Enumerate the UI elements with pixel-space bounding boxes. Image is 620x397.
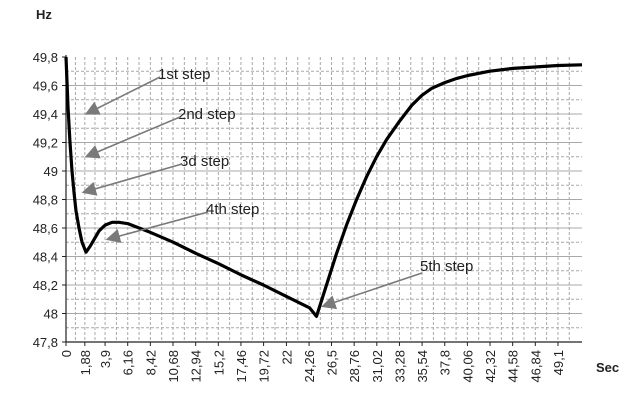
annotation-label: 1st step	[158, 66, 211, 83]
x-tick-label: 19,72	[257, 350, 272, 383]
annotation-arrow	[81, 163, 183, 196]
x-tick-label: 10,68	[166, 350, 181, 383]
y-tick-label: 49,2	[33, 136, 58, 151]
annotation-label: 4th step	[206, 201, 259, 218]
grid	[66, 57, 582, 342]
x-tick-labels: 0 1,88 3,9 6,16 8,42 10,68 12,94 15,2 17,46 19,72…	[59, 350, 566, 383]
x-tick-label: 42,32	[483, 350, 498, 383]
x-tick-label: 40,06	[460, 350, 475, 383]
annotations: 1st step 2nd step 3d step 4th step 5th step	[81, 66, 473, 310]
y-tick-label: 48,4	[33, 250, 58, 265]
series	[64, 56, 583, 318]
x-tick-label: 15,2	[211, 350, 226, 375]
x-axis-unit: Sec	[596, 360, 619, 375]
x-tick-label: 12,94	[189, 350, 204, 383]
y-tick-label: 48,2	[33, 278, 58, 293]
axes	[62, 55, 582, 346]
x-tick-label: 35,54	[415, 350, 430, 383]
x-tick-label: 22	[279, 350, 294, 364]
y-tick-label: 49,4	[33, 107, 58, 122]
annotation-label: 3d step	[180, 153, 229, 170]
x-tick-label: 49,1	[551, 350, 566, 375]
x-tick-label: 24,26	[302, 350, 317, 383]
annotation-arrow	[84, 116, 181, 159]
x-tick-label: 46,84	[528, 350, 543, 383]
y-tick-labels: 47,8 48 48,2 48,4 48,6 48,8 49 49,2 49,4 49,6 49,8	[33, 50, 58, 350]
y-tick-label: 48,8	[33, 193, 58, 208]
annotation-arrow	[105, 211, 209, 243]
annotation-arrow	[321, 272, 423, 310]
y-tick-label: 48	[44, 307, 58, 322]
y-axis-unit: Hz	[36, 7, 52, 22]
x-tick-label: 37,8	[438, 350, 453, 375]
x-tick-label: 1,88	[78, 350, 93, 375]
y-tick-label: 49,8	[33, 50, 58, 65]
x-tick-label: 3,9	[98, 350, 113, 368]
annotation-label: 5th step	[420, 258, 473, 275]
y-tick-label: 49,6	[33, 79, 58, 94]
annotation-label: 2nd step	[178, 106, 236, 123]
x-tick-label: 0	[59, 350, 74, 357]
annotation-arrow	[84, 76, 161, 115]
x-tick-label: 8,42	[143, 350, 158, 375]
y-tick-label: 48,6	[33, 221, 58, 236]
y-tick-label: 49	[44, 164, 58, 179]
x-tick-label: 44,58	[506, 350, 521, 383]
x-tick-label: 6,16	[121, 350, 136, 375]
x-tick-label: 26,5	[325, 350, 340, 375]
y-tick-label: 47,8	[33, 335, 58, 350]
x-tick-label: 28,76	[347, 350, 362, 383]
frequency-series-line	[64, 56, 583, 318]
x-tick-label: 31,02	[370, 350, 385, 383]
x-tick-label: 17,46	[234, 350, 249, 383]
x-tick-label: 33,28	[392, 350, 407, 383]
